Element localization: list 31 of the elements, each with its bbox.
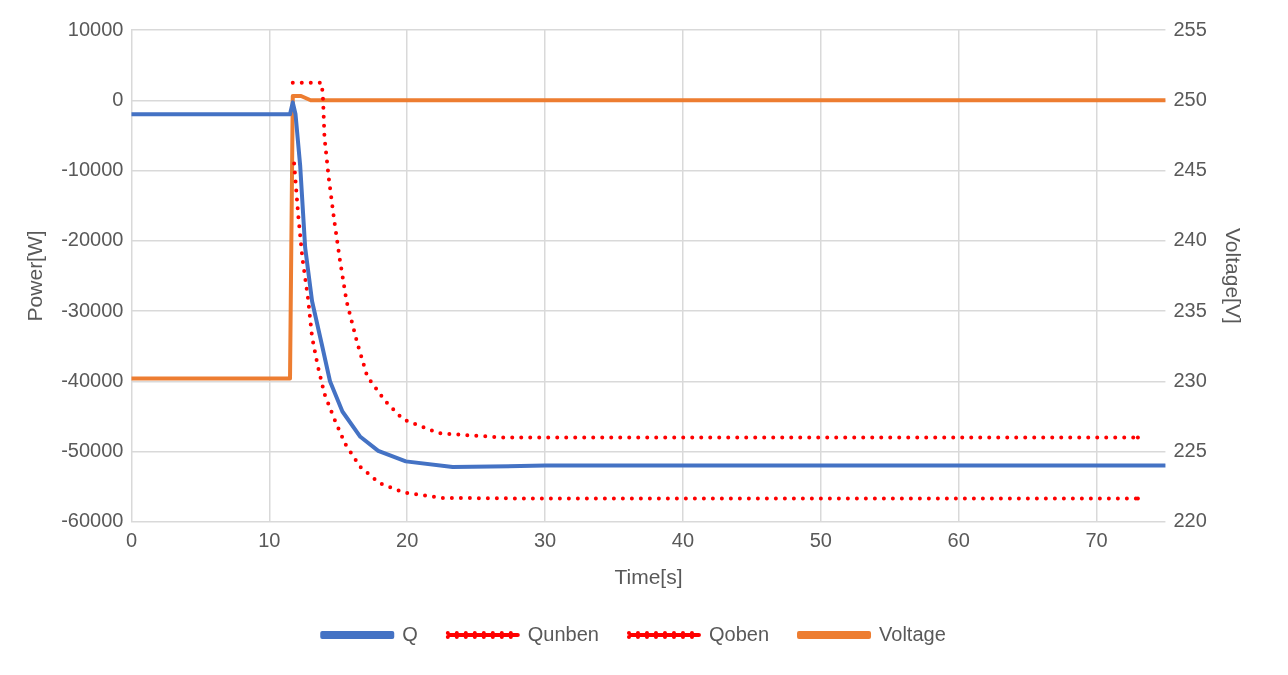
y-tick-label: -40000: [61, 368, 124, 391]
y-tick-label: 10000: [67, 17, 124, 40]
x-tick-label: 60: [947, 529, 970, 552]
y2-tick-label: 240: [1173, 228, 1207, 251]
y2-tick-label: 245: [1173, 158, 1207, 181]
y-axis-title: Power[W]: [23, 230, 47, 322]
y2-tick-label: 250: [1173, 87, 1207, 110]
y2-tick-label: 235: [1173, 298, 1207, 321]
y2-tick-label: 220: [1173, 509, 1207, 532]
y2-tick-label: 225: [1173, 439, 1207, 462]
x-tick-label: 10: [258, 529, 281, 552]
y-tick-label: -50000: [61, 439, 124, 462]
x-tick-label: 40: [671, 529, 695, 552]
y-tick-label: -60000: [61, 509, 124, 532]
y-tick-label: -30000: [61, 298, 124, 321]
y-tick-label: 0: [112, 87, 124, 110]
x-tick-label: 70: [1085, 529, 1108, 552]
x-tick-label: 30: [533, 529, 557, 552]
x-tick-label: 0: [125, 529, 138, 552]
y2-tick-label: 230: [1173, 368, 1207, 391]
legend-label: Q: [402, 622, 418, 645]
y-tick-label: -20000: [61, 228, 124, 251]
legend-label: Qunben: [527, 622, 599, 645]
y2-tick-label: 255: [1173, 17, 1207, 40]
legend-label: Voltage: [879, 622, 946, 645]
y2-axis-title: Voltage[V]: [1221, 228, 1245, 324]
x-axis-title: Time[s]: [614, 565, 683, 589]
y-tick-label: -10000: [61, 158, 124, 181]
x-tick-label: 20: [396, 529, 419, 552]
x-tick-label: 50: [809, 529, 832, 552]
legend-label: Qoben: [708, 622, 770, 645]
